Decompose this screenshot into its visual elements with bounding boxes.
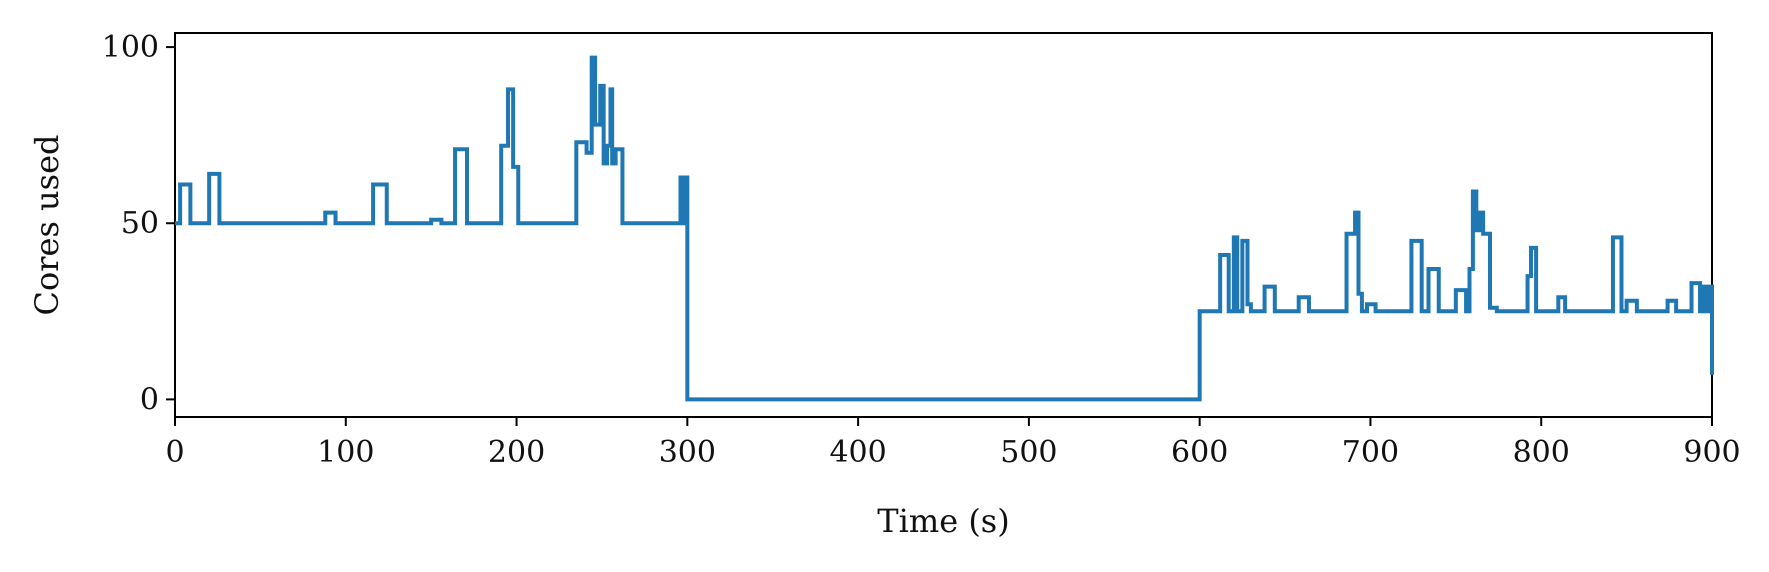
y-tick-label: 50 [121,206,159,241]
x-tick-label: 900 [1683,435,1740,470]
x-tick-label: 700 [1342,435,1399,470]
y-tick-label: 0 [140,382,159,417]
x-tick-label: 400 [829,435,886,470]
y-tick-label: 100 [102,30,159,65]
series-line [175,55,1714,402]
x-tick-label: 200 [488,435,545,470]
x-tick-label: 500 [1000,435,1057,470]
ticks: 0 100 200 300 400 500 600 700 800 900 0 50 100 [102,30,1741,470]
series-group [175,55,1714,402]
x-axis-label: Time (s) [877,502,1009,540]
x-tick-label: 300 [659,435,716,470]
x-tick-label: 100 [317,435,374,470]
x-tick-label: 0 [165,435,184,470]
x-tick-label: 800 [1513,435,1570,470]
x-tick-label: 600 [1171,435,1228,470]
y-axis-label: Cores used [28,134,66,315]
